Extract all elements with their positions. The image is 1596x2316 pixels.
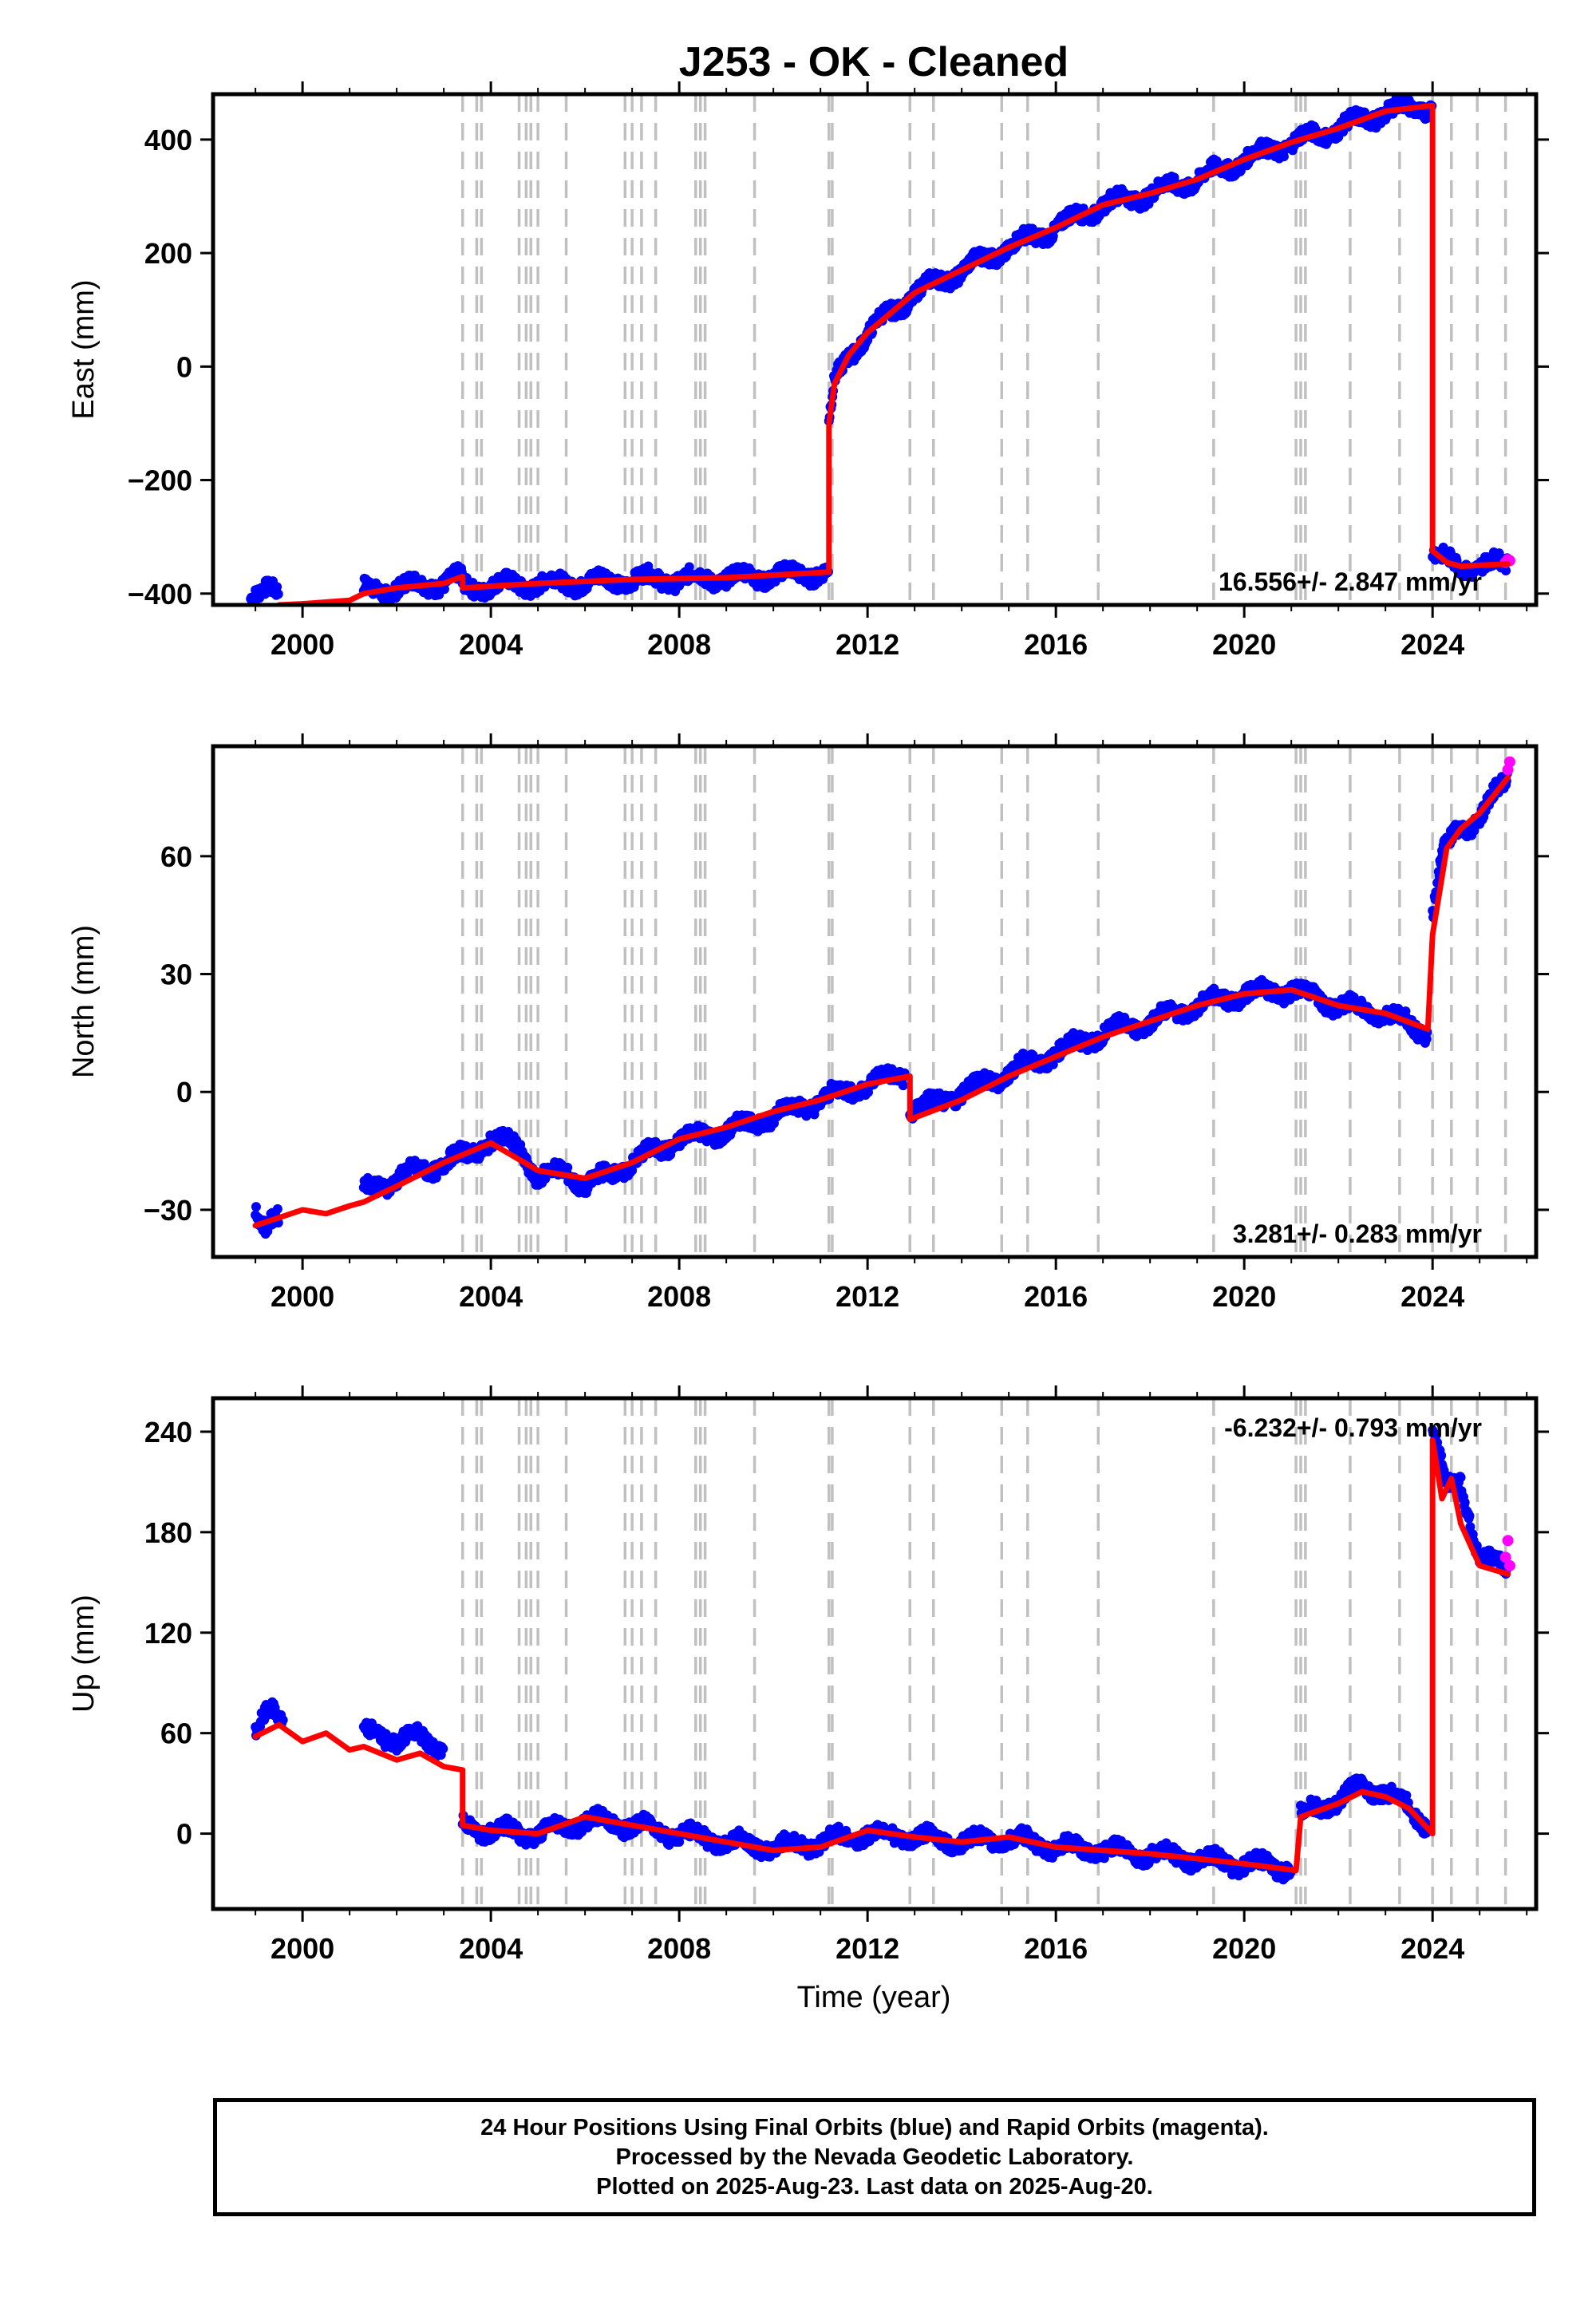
x-tick-label: 2008	[647, 1280, 711, 1313]
final-points	[358, 1063, 910, 1200]
y-tick-label: 400	[144, 124, 192, 156]
model-line	[276, 102, 1511, 605]
rapid-points	[1502, 756, 1515, 776]
x-tick-label: 2020	[1212, 1280, 1276, 1313]
x-tick-label: 2024	[1400, 1280, 1464, 1313]
rate-label: 3.281+/- 0.283 mm/yr	[1233, 1219, 1482, 1248]
x-tick-label: 2000	[271, 1280, 334, 1313]
final-point	[898, 1081, 908, 1091]
panels: 2000 2004 2008 2012 2016 2020 2024−400−2000200…	[67, 81, 1549, 1965]
x-tick-label: 2016	[1024, 1280, 1088, 1313]
y-tick-label: 60	[160, 840, 192, 873]
final-point	[278, 1715, 288, 1725]
x-tick-label: 2016	[1024, 628, 1088, 661]
final-point	[439, 584, 449, 595]
final-point	[431, 1172, 441, 1183]
final-points	[824, 94, 1437, 426]
chart-title: J253 - OK - Cleaned	[679, 39, 1069, 85]
x-tick-label: 2004	[459, 628, 523, 661]
x-tick-label: 2012	[836, 628, 899, 661]
final-points	[358, 1717, 448, 1761]
plot-area	[251, 746, 1515, 1257]
x-tick-label: 2012	[836, 1280, 899, 1313]
x-tick-label: 2024	[1400, 628, 1464, 661]
panel-frame	[211, 92, 1539, 607]
y-tick-label: 0	[176, 350, 192, 383]
model-line	[252, 774, 1511, 1229]
final-point	[273, 589, 283, 599]
x-tick-label: 2008	[647, 628, 711, 661]
final-point	[1099, 1853, 1109, 1863]
x-tick-label: 2020	[1212, 628, 1276, 661]
final-point	[438, 1744, 448, 1754]
final-point	[627, 1165, 638, 1176]
panel-frame	[211, 744, 1539, 1259]
final-point	[1421, 1034, 1432, 1045]
final-point	[1048, 1059, 1058, 1069]
panel-1: 2000 2004 2008 2012 2016 2020 2024 −400 −200 0 200…	[67, 81, 1549, 661]
final-point	[272, 1203, 282, 1214]
y-tick-label: −200	[128, 464, 192, 497]
rapid-point	[1503, 756, 1515, 768]
rate-label: 16.556+/- 2.847 mm/yr	[1219, 567, 1482, 596]
final-points	[905, 974, 1432, 1124]
panel-3: 2000 2004 2008 2012 2016 2020 2024060120180240…	[67, 1385, 1549, 1965]
final-point	[563, 1162, 573, 1172]
y-tick-label: −400	[128, 578, 192, 611]
y-tick-label: −30	[144, 1194, 192, 1227]
y-tick-label: 30	[160, 958, 192, 991]
panel-2: 2000 2004 2008 2012 2016 2020 2024 −30 0 30 60 Nort…	[67, 733, 1549, 1313]
final-point	[1501, 565, 1511, 575]
x-tick-label: 2000	[271, 628, 334, 661]
final-point	[1278, 152, 1289, 162]
y-tick-label: 0	[176, 1076, 192, 1109]
x-tick-label: 2004	[459, 1280, 523, 1313]
y-axis-label: East (mm)	[67, 279, 101, 419]
plot-area	[246, 94, 1515, 605]
y-axis-label: North (mm)	[67, 925, 101, 1078]
final-point	[251, 1202, 261, 1212]
y-tick-label: 200	[144, 237, 192, 270]
plot-area	[251, 1398, 1515, 1909]
